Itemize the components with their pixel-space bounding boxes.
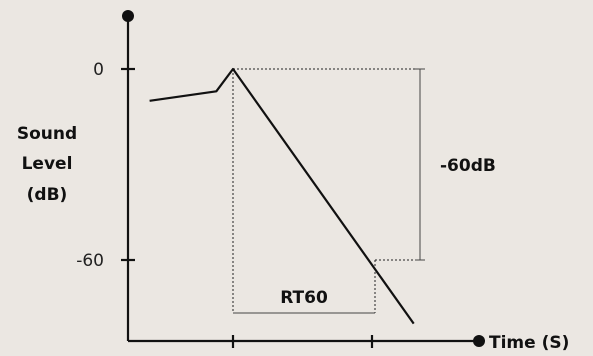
y-axis-label-line-2: Level (22, 154, 73, 174)
x-axis-label: Time (S) (489, 333, 569, 353)
y-tick-label-0: 0 (93, 60, 104, 80)
y-tick-label-60: -60 (76, 251, 104, 271)
y-axis-label-line-1: Sound (17, 124, 77, 144)
rt60-label: RT60 (280, 288, 328, 308)
y-axis-label-line-3: (dB) (27, 185, 68, 205)
x-axis-end-dot (473, 335, 485, 347)
decay-label: -60dB (440, 156, 496, 176)
y-axis-end-dot (122, 10, 134, 22)
decay-curve-line (149, 67, 415, 325)
